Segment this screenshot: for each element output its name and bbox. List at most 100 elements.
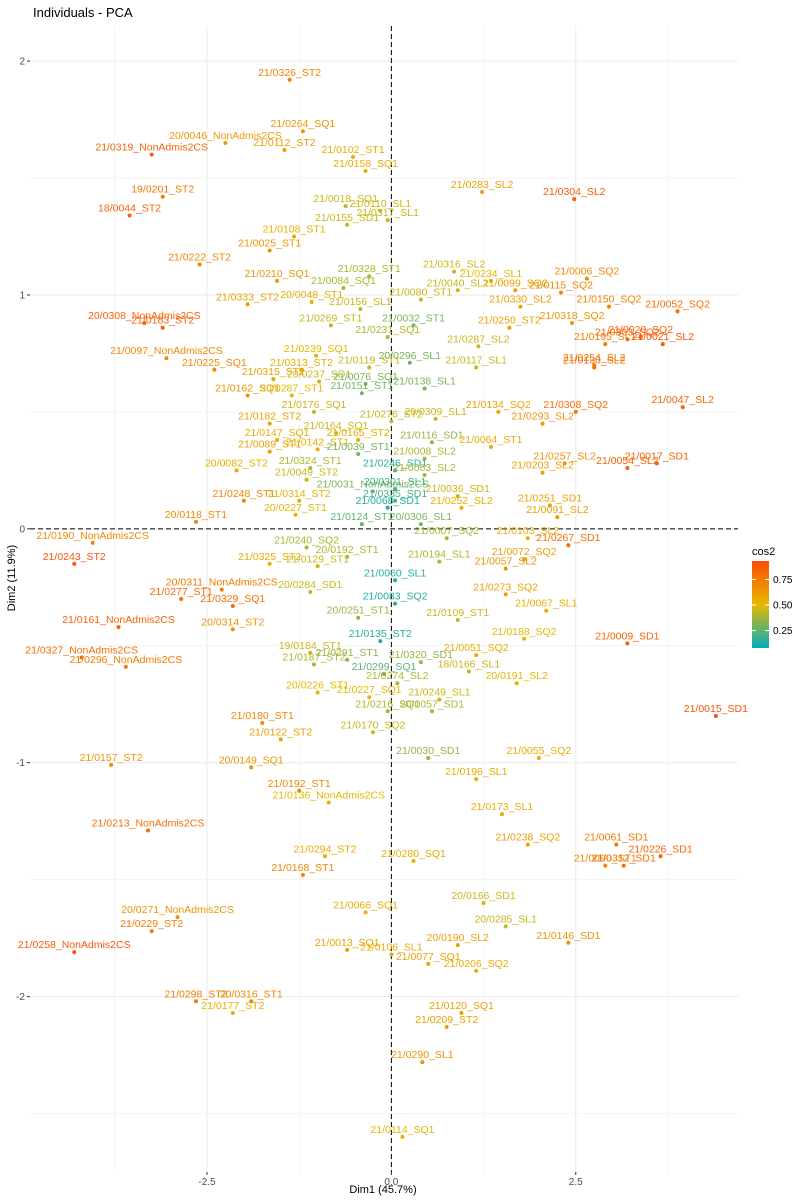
individual-point — [570, 321, 575, 326]
individual-point — [308, 589, 313, 594]
individual-point — [420, 1060, 425, 1065]
individual-point — [407, 360, 412, 365]
individual-label: 21/0106_SL1 — [360, 941, 423, 953]
individual-point — [603, 342, 608, 347]
individual-point — [536, 756, 541, 761]
individual-point — [358, 306, 363, 311]
individual-label: 21/0317_SL1 — [356, 207, 419, 219]
individual-point — [518, 304, 523, 309]
individual-point — [503, 566, 508, 571]
legend-label: 0.75 — [773, 575, 793, 586]
individual-label: 21/0298_ST2 — [164, 988, 227, 1000]
individual-point — [356, 615, 361, 620]
individual-label: 21/0291_ST1 — [316, 647, 379, 659]
individual-point — [503, 924, 508, 929]
individual-point — [267, 449, 272, 454]
individual-point — [378, 639, 383, 644]
individual-label: 20/0271_NonAdmis2CS — [121, 904, 234, 916]
individual-label: 21/0018_SQ1 — [313, 193, 378, 205]
individual-point — [179, 597, 184, 601]
individual-label: 21/0213_NonAdmis2CS — [92, 818, 205, 830]
individual-label: 21/0229_ST2 — [120, 918, 183, 930]
individual-point — [675, 309, 680, 314]
individual-label: 21/0222_ST2 — [168, 252, 231, 264]
individual-label: 21/0196_SL1 — [445, 766, 508, 778]
legend-label: 0.25 — [773, 626, 793, 637]
legend-title: cos2 — [752, 546, 775, 558]
individual-point — [400, 1134, 405, 1139]
individual-label: 21/0036_SD1 — [426, 483, 490, 495]
individual-label: 21/0173_SL1 — [471, 801, 534, 813]
individual-label: 21/0006_SQ2 — [554, 266, 619, 278]
individual-label: 21/0031_NonAdmis2CS — [317, 478, 430, 490]
individual-label: 21/0170_SQ2 — [341, 719, 406, 731]
individual-point — [300, 872, 305, 877]
individual-label: 21/0161_NonAdmis2CS — [62, 614, 175, 626]
individual-label: 21/0054_SL2 — [596, 455, 659, 467]
individual-point — [219, 587, 224, 592]
individual-point — [474, 968, 479, 973]
individual-label: 21/0020_SQ2 — [608, 324, 673, 336]
individual-label: 21/0049_ST2 — [275, 467, 338, 479]
individual-label: 21/0040_SL1 — [427, 277, 490, 289]
individual-label: 19/0184_ST1 — [279, 640, 342, 652]
x-tick-label: 0.0 — [384, 1177, 398, 1188]
individual-label: 21/0008_SL2 — [393, 446, 456, 458]
individual-label: 21/0091_SL2 — [526, 504, 589, 516]
individual-point — [311, 662, 316, 667]
individual-label: 21/0203_SL2 — [511, 460, 574, 472]
individual-label: 21/0013_SQ1 — [315, 937, 380, 949]
individual-point — [437, 559, 442, 564]
individual-point — [393, 498, 398, 503]
individual-label: 21/0080_ST1 — [389, 287, 452, 299]
individual-label: 21/0157_ST2 — [80, 752, 143, 764]
individual-label: 21/0293_SL2 — [511, 411, 574, 423]
individual-label: 21/0134_SQ2 — [466, 399, 531, 411]
individual-point — [429, 709, 434, 714]
individual-label: 21/0225_SQ1 — [182, 357, 247, 369]
individual-label: 21/0115_SQ2 — [529, 280, 593, 292]
individual-label: 21/0156_SL1 — [329, 296, 392, 308]
individual-label: 21/0108_ST1 — [262, 223, 325, 235]
individual-point — [488, 278, 493, 283]
individual-point — [621, 863, 626, 868]
individual-label: 20/0191_SL2 — [486, 670, 549, 682]
individual-label: 21/0308_SQ2 — [543, 399, 608, 411]
individual-point — [474, 777, 479, 782]
individual-label: 21/0216_SQ1 — [355, 698, 420, 710]
individual-label: 21/0072_SQ2 — [492, 546, 557, 558]
label-layer: 21/0326_ST2 21/0264_SQ120/0046_NonAdmis2C… — [18, 67, 748, 1136]
individual-label: 21/0335_SD1 — [363, 488, 427, 500]
individual-label: 21/0015_SD1 — [684, 703, 748, 715]
individual-label: 20/0251_ST1 — [327, 605, 390, 617]
individual-point — [287, 77, 292, 82]
individual-point — [230, 1010, 235, 1015]
plot-grid — [30, 26, 738, 1172]
individual-point — [522, 636, 527, 641]
individual-label: 21/0090_ST1 — [574, 853, 637, 865]
individual-label: 21/0055_SQ2 — [506, 745, 571, 757]
individual-point — [525, 842, 530, 847]
individual-label: 21/0176_SQ1 — [282, 399, 347, 411]
individual-point — [389, 419, 394, 424]
individual-label: 21/0327_NonAdmis2CS — [25, 644, 138, 656]
individual-label: 20/0306_SL1 — [390, 511, 453, 523]
individual-label: 20/0309_SL1 — [404, 406, 467, 418]
reference-lines — [30, 26, 738, 1172]
individual-label: 21/0287_SL2 — [447, 333, 510, 345]
individual-point — [282, 147, 287, 152]
individual-label: 21/0009_SD1 — [595, 630, 659, 642]
individual-label: 21/0119_ST1 — [338, 354, 400, 366]
axis-ticks: -2.5 0.0 2.5 -2 -1 0 1 2 — [16, 57, 583, 1188]
individual-point — [385, 505, 390, 510]
individual-point — [555, 515, 560, 520]
individual-label: 21/0277_ST1 — [150, 586, 213, 598]
individual-point — [625, 466, 630, 471]
individual-point — [345, 947, 350, 952]
individual-label: 21/0183_ST2 — [131, 315, 194, 327]
individual-point — [367, 695, 372, 700]
individual-label: 21/0146_SD1 — [536, 930, 600, 942]
individual-label: 20/0296_SL1 — [379, 350, 442, 362]
individual-label: 21/0066_SQ1 — [333, 899, 398, 911]
individual-point — [309, 299, 314, 304]
